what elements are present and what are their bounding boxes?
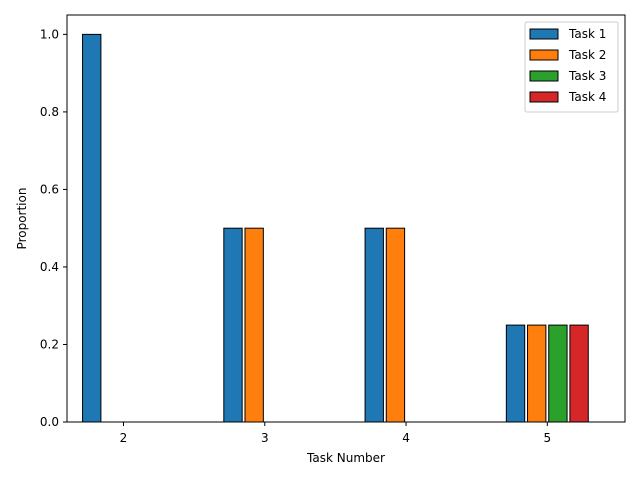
legend-box <box>524 21 619 113</box>
x-tick-label: 3 <box>261 431 269 445</box>
bar-task-1-cat-3 <box>223 227 243 423</box>
bar-task-1-cat-4 <box>364 227 384 423</box>
bar-task-3-cat-5 <box>548 324 568 423</box>
x-ticks: 2 3 4 5 <box>120 422 551 445</box>
x-tick-label: 4 <box>402 431 410 445</box>
bars-group <box>82 33 589 423</box>
y-tick-label: 0.8 <box>40 105 59 119</box>
bar-task-2-cat-5 <box>527 324 547 423</box>
bar-task-4-cat-5 <box>569 324 589 423</box>
legend-label-task-2: Task 2 <box>568 48 606 62</box>
y-tick-label: 0.4 <box>40 260 59 274</box>
bar-task-1-cat-2 <box>82 33 102 423</box>
y-axis-label: Proportion <box>15 188 29 250</box>
legend-label-task-1: Task 1 <box>568 27 606 41</box>
legend-label-task-3: Task 3 <box>568 69 606 83</box>
y-tick-label: 0.6 <box>40 182 59 196</box>
legend-swatch-task-2 <box>529 49 559 61</box>
legend: Task 1 Task 2 Task 3 Task 4 <box>524 21 619 113</box>
legend-label-task-4: Task 4 <box>568 90 606 104</box>
plot-frame <box>66 14 626 423</box>
bar-task-2-cat-3 <box>244 227 264 423</box>
y-tick-label: 0.2 <box>40 337 59 351</box>
x-tick-label: 2 <box>120 431 128 445</box>
legend-swatch-task-1 <box>529 28 559 40</box>
y-ticks: 0.0 0.2 0.4 0.6 0.8 1.0 <box>40 27 67 429</box>
bar-task-2-cat-4 <box>385 227 406 423</box>
x-axis-label: Task Number <box>306 451 385 465</box>
bar-task-1-cat-5 <box>505 324 526 423</box>
y-tick-label: 1.0 <box>40 27 59 41</box>
legend-swatch-task-3 <box>529 70 559 82</box>
y-tick-label: 0.0 <box>40 415 59 429</box>
x-tick-label: 5 <box>543 431 551 445</box>
legend-swatch-task-4 <box>529 91 559 103</box>
